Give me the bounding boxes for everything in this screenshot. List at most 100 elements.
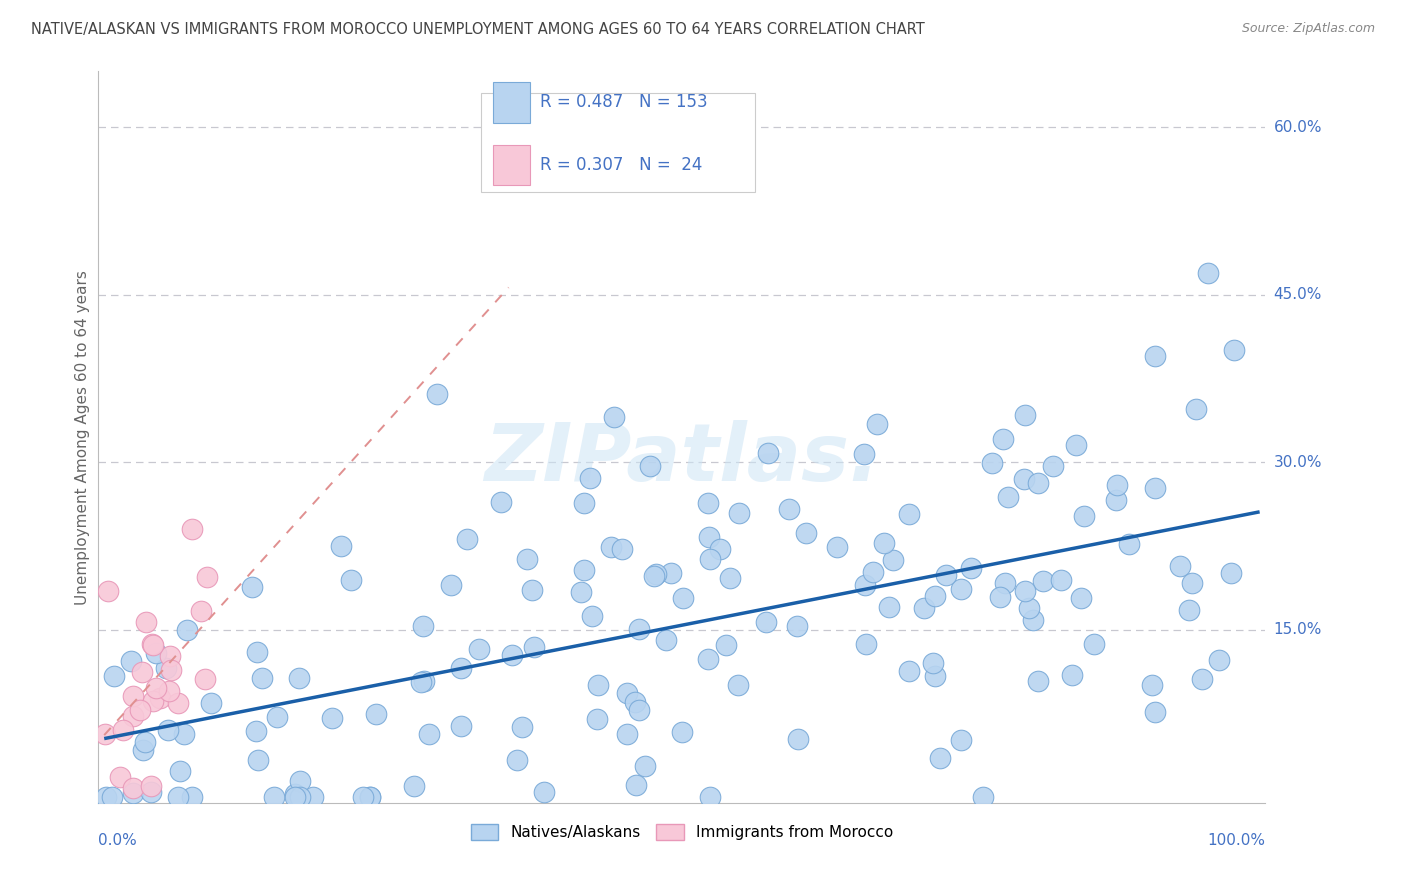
- Natives/Alaskans: [1181, 575, 1204, 590]
- Natives/Alaskans: [866, 417, 889, 431]
- Natives/Alaskans: [578, 471, 600, 485]
- Natives/Alaskans: [1062, 667, 1084, 681]
- Natives/Alaskans: [245, 724, 267, 739]
- Natives/Alaskans: [924, 589, 946, 603]
- Immigrants from Morocco: [122, 689, 145, 703]
- Natives/Alaskans: [853, 578, 876, 592]
- Natives/Alaskans: [1178, 603, 1201, 617]
- Immigrants from Morocco: [142, 638, 165, 652]
- Natives/Alaskans: [572, 496, 595, 510]
- Natives/Alaskans: [1032, 574, 1054, 588]
- Natives/Alaskans: [1105, 492, 1128, 507]
- Natives/Alaskans: [699, 551, 721, 566]
- Natives/Alaskans: [616, 727, 638, 741]
- Natives/Alaskans: [166, 790, 188, 805]
- Natives/Alaskans: [873, 535, 896, 549]
- Natives/Alaskans: [155, 661, 177, 675]
- Natives/Alaskans: [263, 790, 285, 805]
- Immigrants from Morocco: [135, 615, 157, 630]
- Natives/Alaskans: [284, 787, 307, 801]
- Natives/Alaskans: [1191, 673, 1213, 687]
- Natives/Alaskans: [1140, 678, 1163, 692]
- Natives/Alaskans: [644, 567, 666, 582]
- Natives/Alaskans: [718, 571, 741, 585]
- Natives/Alaskans: [450, 719, 472, 733]
- Natives/Alaskans: [877, 599, 900, 614]
- Natives/Alaskans: [981, 456, 1004, 470]
- Natives/Alaskans: [1223, 343, 1246, 357]
- Natives/Alaskans: [852, 447, 875, 461]
- Natives/Alaskans: [1143, 706, 1166, 720]
- Natives/Alaskans: [912, 600, 935, 615]
- Natives/Alaskans: [1197, 266, 1219, 280]
- Y-axis label: Unemployment Among Ages 60 to 64 years: Unemployment Among Ages 60 to 64 years: [75, 269, 90, 605]
- Natives/Alaskans: [1014, 472, 1036, 486]
- Natives/Alaskans: [426, 387, 449, 401]
- Natives/Alaskans: [287, 671, 309, 685]
- Natives/Alaskans: [929, 751, 952, 765]
- Immigrants from Morocco: [97, 583, 120, 598]
- Natives/Alaskans: [359, 790, 381, 805]
- Immigrants from Morocco: [145, 681, 167, 696]
- Natives/Alaskans: [1018, 601, 1040, 615]
- Natives/Alaskans: [359, 790, 381, 805]
- Natives/Alaskans: [796, 525, 818, 540]
- Natives/Alaskans: [283, 790, 305, 805]
- Natives/Alaskans: [934, 568, 956, 582]
- Natives/Alaskans: [132, 743, 155, 757]
- Natives/Alaskans: [122, 786, 145, 800]
- Natives/Alaskans: [101, 790, 124, 805]
- Immigrants from Morocco: [139, 779, 162, 793]
- Natives/Alaskans: [252, 672, 274, 686]
- Natives/Alaskans: [922, 656, 945, 670]
- Natives/Alaskans: [898, 664, 921, 678]
- Natives/Alaskans: [520, 583, 543, 598]
- FancyBboxPatch shape: [494, 145, 530, 185]
- Natives/Alaskans: [510, 720, 533, 734]
- Natives/Alaskans: [1168, 558, 1191, 573]
- Natives/Alaskans: [1022, 613, 1045, 627]
- Natives/Alaskans: [418, 727, 440, 741]
- Text: 60.0%: 60.0%: [1274, 120, 1322, 135]
- Natives/Alaskans: [339, 573, 361, 587]
- Natives/Alaskans: [654, 633, 676, 648]
- Natives/Alaskans: [409, 675, 432, 690]
- Natives/Alaskans: [610, 542, 633, 557]
- Natives/Alaskans: [450, 660, 472, 674]
- Natives/Alaskans: [516, 551, 538, 566]
- Natives/Alaskans: [588, 678, 610, 692]
- Immigrants from Morocco: [167, 696, 190, 710]
- Natives/Alaskans: [288, 773, 311, 788]
- Natives/Alaskans: [94, 790, 117, 805]
- Natives/Alaskans: [672, 591, 695, 605]
- Immigrants from Morocco: [149, 691, 172, 706]
- Natives/Alaskans: [533, 785, 555, 799]
- Natives/Alaskans: [716, 638, 738, 652]
- Natives/Alaskans: [727, 678, 749, 692]
- Natives/Alaskans: [364, 707, 387, 722]
- Natives/Alaskans: [699, 790, 721, 805]
- Immigrants from Morocco: [195, 570, 218, 584]
- Immigrants from Morocco: [142, 694, 165, 708]
- Natives/Alaskans: [501, 648, 523, 663]
- Natives/Alaskans: [1042, 458, 1064, 473]
- Natives/Alaskans: [623, 695, 645, 709]
- Text: Source: ZipAtlas.com: Source: ZipAtlas.com: [1241, 22, 1375, 36]
- Immigrants from Morocco: [122, 781, 145, 796]
- Natives/Alaskans: [1144, 349, 1167, 363]
- Natives/Alaskans: [949, 733, 972, 747]
- Natives/Alaskans: [468, 642, 491, 657]
- Natives/Alaskans: [157, 723, 180, 737]
- Legend: Natives/Alaskans, Immigrants from Morocco: Natives/Alaskans, Immigrants from Morocc…: [465, 818, 898, 847]
- Natives/Alaskans: [412, 618, 434, 632]
- Natives/Alaskans: [997, 490, 1019, 504]
- Natives/Alaskans: [960, 561, 983, 575]
- Natives/Alaskans: [616, 686, 638, 700]
- Natives/Alaskans: [628, 622, 651, 636]
- Natives/Alaskans: [862, 565, 884, 579]
- Natives/Alaskans: [1083, 637, 1105, 651]
- Natives/Alaskans: [404, 779, 426, 793]
- Natives/Alaskans: [1070, 591, 1092, 606]
- Natives/Alaskans: [1185, 402, 1208, 417]
- Natives/Alaskans: [1026, 673, 1049, 688]
